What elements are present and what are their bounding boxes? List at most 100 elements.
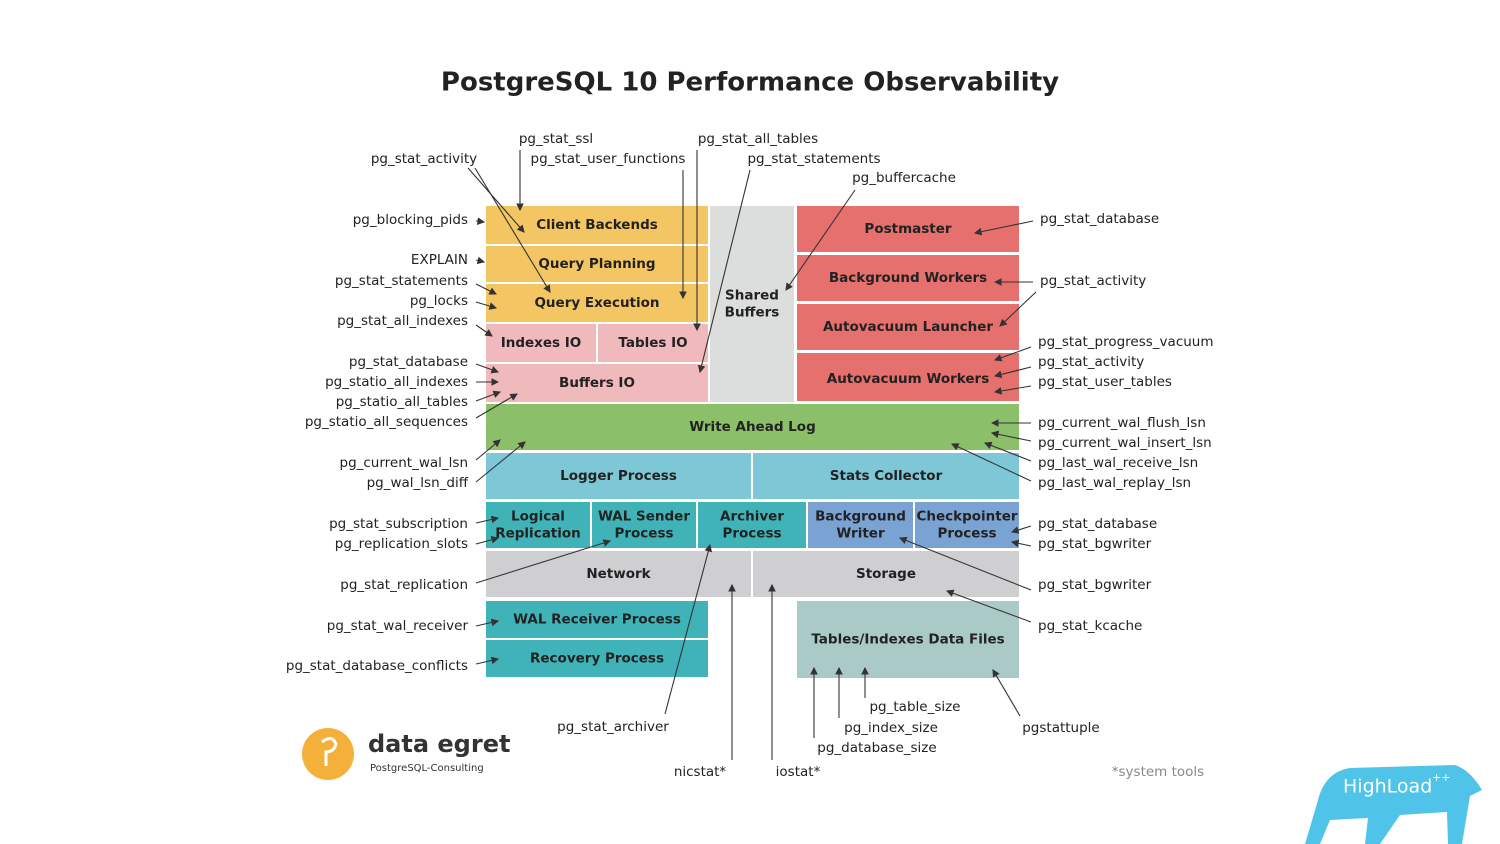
annotation: pg_stat_activity <box>1040 273 1146 289</box>
badge-shape <box>1305 765 1482 844</box>
block <box>797 601 1019 678</box>
arrow <box>475 393 518 419</box>
annotation: EXPLAIN <box>411 252 468 268</box>
annotation: pg_stat_all_indexes <box>337 313 468 329</box>
block <box>710 206 794 402</box>
block-label: Writer <box>836 526 885 542</box>
block <box>486 640 708 677</box>
block <box>753 551 1019 597</box>
block-label: Query Execution <box>534 295 659 311</box>
arrow <box>1010 539 1032 548</box>
block-label: Buffers <box>725 305 780 321</box>
block <box>486 404 1019 450</box>
arrow <box>475 441 526 483</box>
arrow <box>475 283 497 295</box>
block <box>486 246 708 282</box>
annotation: pg_stat_activity <box>1038 354 1144 370</box>
logo-tagline: PostgreSQL-Consulting <box>370 763 484 774</box>
arrow <box>993 366 1032 379</box>
block <box>797 255 1019 301</box>
annotation: pg_last_wal_replay_lsn <box>1038 475 1191 491</box>
arrow <box>475 363 500 374</box>
block <box>808 502 913 548</box>
block-label: Network <box>586 566 651 582</box>
block <box>797 304 1019 350</box>
block-label: Buffers IO <box>559 375 635 391</box>
annotation: pg_locks <box>410 293 468 309</box>
arrow <box>983 441 1032 462</box>
block-label: Tables/Indexes Data Files <box>811 632 1004 648</box>
annotation: pg_stat_user_tables <box>1038 374 1172 390</box>
block-label: Write Ahead Log <box>689 419 815 435</box>
block-label: WAL Sender <box>598 509 690 525</box>
arrow <box>475 656 500 665</box>
annotation: pg_buffercache <box>852 170 956 186</box>
arrow <box>993 385 1032 395</box>
arrow <box>467 167 525 233</box>
block-label: Storage <box>856 566 916 582</box>
block-label: Checkpointer <box>916 509 1017 525</box>
annotation: pg_stat_database_conflicts <box>286 658 468 674</box>
arrow <box>951 443 1032 482</box>
block-label: Process <box>937 526 996 542</box>
arrow <box>999 291 1037 327</box>
block-label: Archiver <box>720 509 784 525</box>
annotation: pg_blocking_pids <box>353 212 468 228</box>
block-label: WAL Receiver Process <box>513 612 681 628</box>
arrow <box>898 536 1032 591</box>
arrow <box>697 169 751 374</box>
annotation: pg_statio_all_indexes <box>325 374 468 390</box>
block-label: Logical <box>511 509 565 525</box>
block-label: Shared <box>725 288 779 304</box>
block-label: Process <box>722 526 781 542</box>
arrow <box>993 346 1032 362</box>
annotation: pg_index_size <box>844 720 938 736</box>
arrow <box>785 189 856 291</box>
block-label: Background <box>815 509 906 525</box>
block <box>486 502 590 548</box>
annotation: pg_database_size <box>817 740 936 756</box>
annotation: pg_stat_user_functions <box>531 151 686 167</box>
block-label: Logger Process <box>560 468 677 484</box>
annotation: pg_stat_bgwriter <box>1038 577 1152 593</box>
arrow <box>475 301 498 310</box>
arrow <box>1010 525 1032 534</box>
arrow <box>992 669 1021 717</box>
arrow <box>945 589 1032 623</box>
annotation: pg_stat_replication <box>340 577 468 593</box>
annotation: pg_stat_database <box>349 354 468 370</box>
arrow <box>475 515 500 524</box>
annotation: pg_stat_activity <box>371 151 477 167</box>
block <box>598 324 708 362</box>
block-label: Process <box>614 526 673 542</box>
block <box>753 453 1019 499</box>
badge-suffix: ++ <box>1432 771 1450 784</box>
annotation: pg_stat_archiver <box>557 719 669 735</box>
block-label: Autovacuum Launcher <box>823 319 993 335</box>
annotation: pg_stat_bgwriter <box>1038 536 1152 552</box>
block-label: Autovacuum Workers <box>827 371 990 387</box>
annotation: pg_stat_subscription <box>329 516 468 532</box>
annotation: pg_statio_all_sequences <box>305 414 468 430</box>
block <box>486 453 751 499</box>
annotation: pg_wal_lsn_diff <box>367 475 469 491</box>
annotation: pg_stat_ssl <box>519 131 593 147</box>
annotation: pg_current_wal_insert_lsn <box>1038 435 1212 451</box>
annotation: pg_stat_statements <box>335 273 468 289</box>
badge-name: HighLoad <box>1343 776 1432 798</box>
annotation: pg_last_wal_receive_lsn <box>1038 455 1198 471</box>
block-label: Replication <box>495 526 581 542</box>
block <box>486 324 596 362</box>
annotation: pg_statio_all_tables <box>336 394 468 410</box>
logo-icon <box>302 728 354 780</box>
annotation: nicstat* <box>674 764 727 780</box>
block-label: Background Workers <box>829 270 987 286</box>
logo-mark <box>321 737 338 766</box>
annotation: pg_stat_kcache <box>1038 618 1142 634</box>
title: PostgreSQL 10 Performance Observability <box>441 68 1059 98</box>
block-label: Stats Collector <box>830 468 943 484</box>
arrow <box>990 430 1032 442</box>
block <box>486 364 708 402</box>
arrow <box>664 543 713 715</box>
